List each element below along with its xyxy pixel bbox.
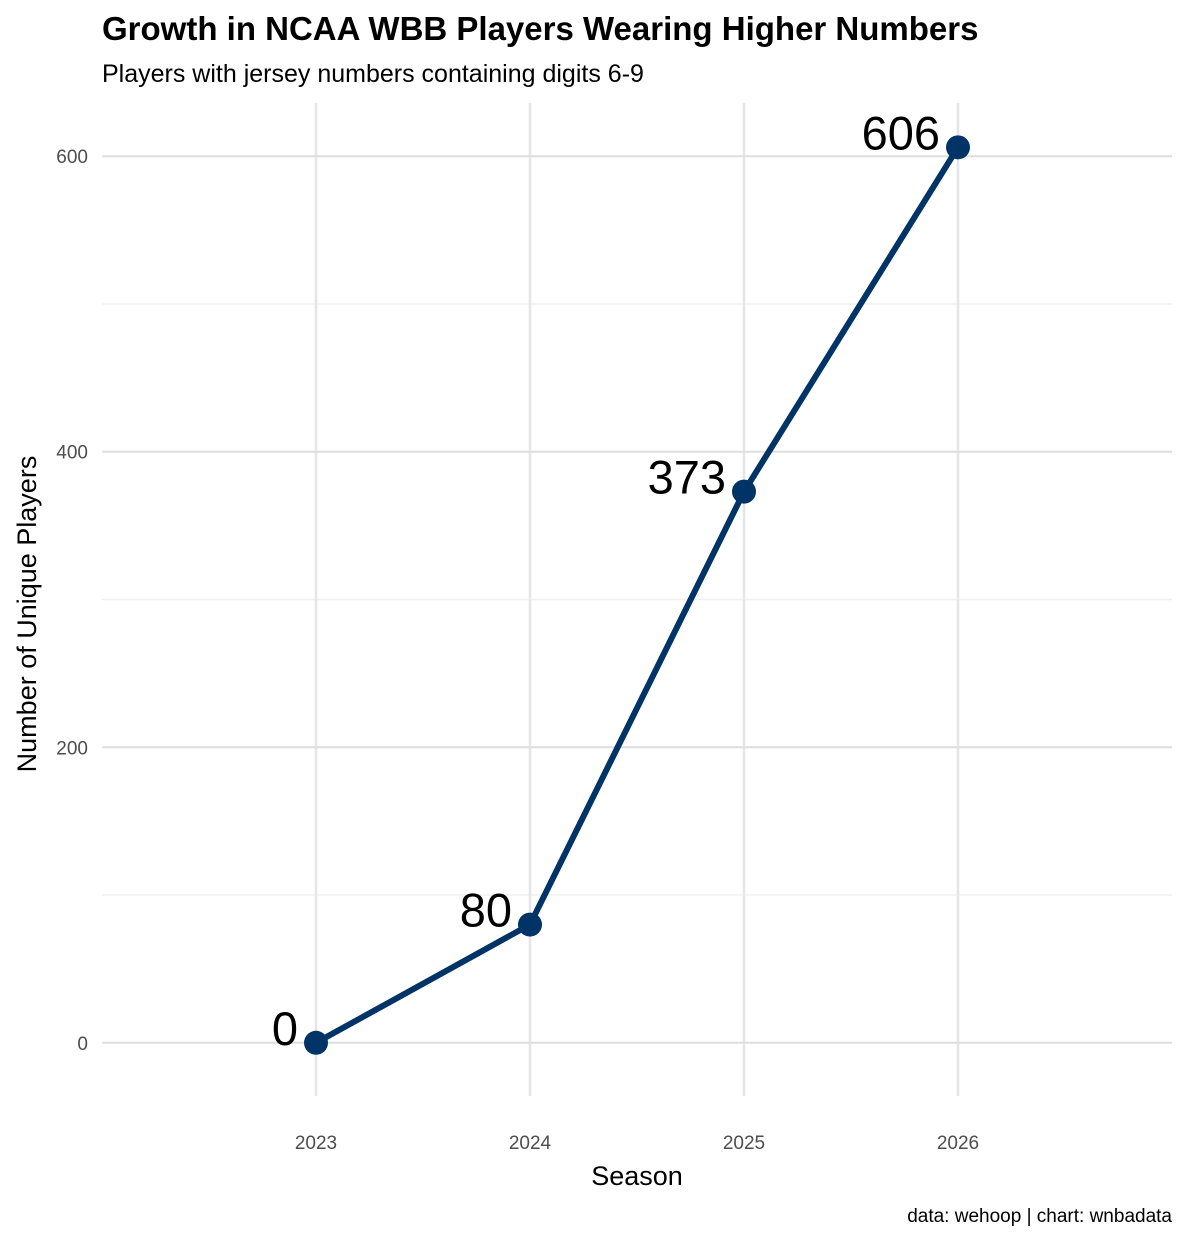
x-tick-label: 2025 xyxy=(723,1133,765,1154)
x-axis-title: Season xyxy=(591,1161,683,1191)
data-point xyxy=(518,912,542,937)
y-tick-label: 600 xyxy=(56,147,88,168)
y-tick-label: 400 xyxy=(56,443,88,464)
data-label: 80 xyxy=(460,884,512,937)
data-label: 0 xyxy=(272,1002,298,1055)
data-point xyxy=(946,135,970,160)
data-label: 606 xyxy=(862,106,940,159)
chart-title: Growth in NCAA WBB Players Wearing Highe… xyxy=(102,10,979,47)
chart-subtitle: Players with jersey numbers containing d… xyxy=(102,60,644,88)
series-line xyxy=(313,144,961,1046)
x-tick-label: 2024 xyxy=(509,1133,552,1154)
data-series xyxy=(304,135,970,1055)
data-label: 373 xyxy=(648,451,726,504)
y-tick-label: 200 xyxy=(56,738,88,759)
data-labels: 0 80 373 606 xyxy=(272,106,940,1054)
x-tick-label: 2023 xyxy=(295,1133,337,1154)
chart-caption: data: wehoop | chart: wnbadata xyxy=(907,1206,1172,1227)
data-point xyxy=(732,479,756,504)
axis-tick-labels: 0 200 400 600 2023 2024 2025 2026 xyxy=(56,147,979,1154)
grid-lines xyxy=(102,103,1172,1096)
y-axis-title: Number of Unique Players xyxy=(12,456,42,773)
y-tick-label: 0 xyxy=(77,1034,88,1055)
data-point xyxy=(304,1030,328,1055)
x-tick-label: 2026 xyxy=(937,1133,979,1154)
